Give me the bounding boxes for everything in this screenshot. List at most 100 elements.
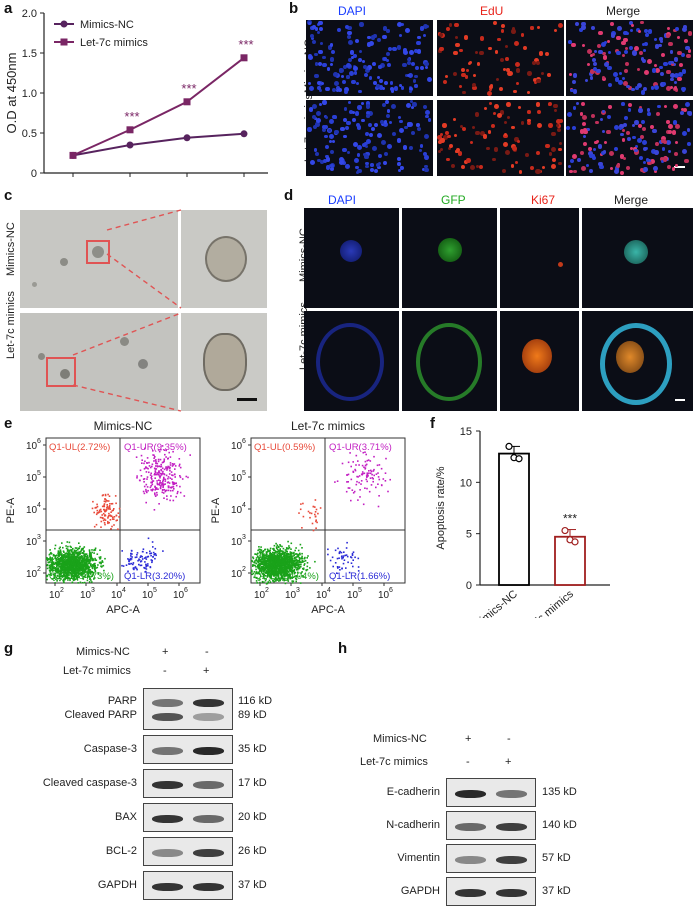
x-tick-exponent: 6 [184,587,188,594]
data-point [561,526,569,535]
quadrant-lr-label: Q1-LR(3.20%) [124,571,185,582]
x-tick-exponent: 4 [122,587,126,594]
molecular-weight: 20 kD [238,810,267,823]
data-point [183,134,191,142]
protein-label: BCL-2 [105,844,137,857]
protein-band [496,888,527,897]
protein-band [152,713,183,721]
x-tick-label: 10 [347,590,359,601]
plot-frame [250,437,406,584]
protein-band [193,746,224,755]
protein-band [152,746,183,755]
quadrant-ur-label: Q1-UR(3.71%) [329,442,392,453]
brightfield-nc-zoom [181,210,267,308]
protein-band [152,699,183,707]
panel-label-d: d [284,187,294,204]
condition-label: Mimics-NC [373,733,427,745]
y-tick-exponent: 4 [37,502,41,509]
quadrant-ll-label: Q1-LL(84.73%) [49,571,114,582]
x-tick-label: 10 [316,590,328,601]
col-label-dapi: DAPI [328,193,357,207]
significance-mark: *** [563,511,577,525]
protein-band [496,855,527,864]
y-tick-label: 10 [231,537,243,548]
molecular-weight: 35 kD [238,742,267,755]
panel-label-h: h [338,640,348,657]
y-axis-label: Apoptosis rate/% [435,466,447,549]
x-tick-exponent: 4 [327,587,331,594]
protein-label: Cleaved caspase-3 [42,776,137,789]
y-tick-label: 10 [460,477,472,489]
protein-label: Vimentin [397,851,440,864]
molecular-weight: 17 kD [238,776,267,789]
scale-bar [675,399,685,401]
scale-bar [237,398,257,401]
protein-label: E-cadherin [386,785,440,798]
x-tick-label: Let-7c mimics [516,588,576,618]
blot-strip [446,778,536,807]
y-tick-exponent: 3 [37,534,41,541]
bar [554,535,586,586]
protein-band [152,848,183,857]
panel-label-b: b [289,0,299,17]
condition-mark: + [465,733,472,745]
x-tick-label: 10 [285,590,297,601]
molecular-weight: 26 kD [238,844,267,857]
protein-label: Caspase-3 [83,742,137,755]
condition-label: Mimics-NC [76,646,130,658]
protein-label: GAPDH [97,878,137,891]
legend-label: Mimics-NC [80,19,134,31]
significance-mark: *** [181,81,196,96]
if-gfp-let7c [402,311,497,411]
x-tick-label: 10 [378,590,390,601]
data-point [126,126,134,134]
protein-band [455,888,486,897]
col-label-gfp: GFP [441,193,466,207]
col-label-merge: Merge [606,4,641,18]
data-point [69,151,77,159]
y-axis-label: PE-A [5,497,17,523]
flow-plot-nc: Mimics-NC Q1-UL(2.72%) Q1-UR(9.35%) Q1-LL(8… [5,419,201,616]
quadrant-ll-label: Q1-LL(94.04%) [254,571,319,582]
y-tick-label: 0 [466,580,472,592]
protein-band [455,789,486,798]
y-tick-label: 10 [26,569,38,580]
panel-label-f: f [430,415,435,432]
scatter-points [251,451,391,585]
y-axis-label: O.D at 450nm [4,53,19,134]
condition-mark: - [163,665,167,677]
if-merge-let7c [582,311,693,411]
protein-band [496,789,527,798]
x-tick-label: 10 [173,590,185,601]
y-tick-exponent: 6 [242,438,246,445]
x-tick-exponent: 5 [153,587,157,594]
y-tick-exponent: 5 [242,470,246,477]
col-label-dapi: DAPI [338,4,367,18]
protein-band [496,822,527,831]
molecular-weight: 140 kD [542,818,577,831]
x-tick-label: 10 [111,590,123,601]
x-tick-label: 10 [80,590,92,601]
blot-strip [446,811,536,840]
x-tick-label: 10 [142,590,154,601]
y-tick-label: 10 [26,537,38,548]
protein-band [193,713,224,721]
condition-label: Let-7c mimics [360,756,428,768]
protein-band [193,814,224,823]
edu-image-edu-nc [437,20,564,96]
y-tick-label: 15 [460,426,472,438]
y-tick-label: 10 [231,569,243,580]
blot-strip [143,735,233,764]
blot-strip [446,877,536,906]
protein-band [193,882,224,891]
blot-strip [446,844,536,873]
data-point [515,455,523,463]
condition-mark: + [505,756,512,768]
x-tick-exponent: 3 [91,587,95,594]
panel-label-g: g [4,640,14,657]
y-tick-label: 10 [26,505,38,516]
protein-band [193,848,224,857]
if-merge-nc [582,208,693,308]
legend-marker [60,38,68,46]
